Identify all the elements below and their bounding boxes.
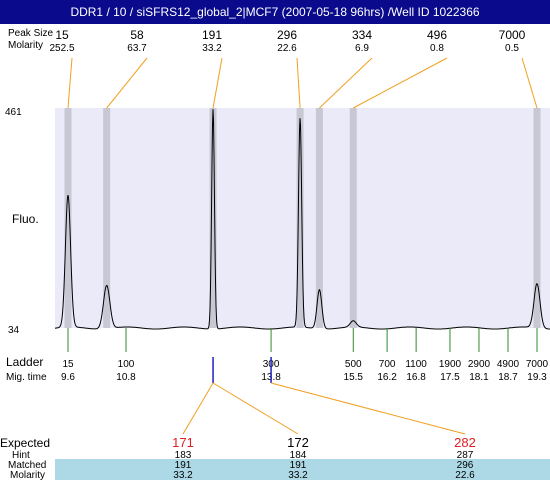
peak-molarity-334: 6.9 xyxy=(355,43,369,54)
matched-value-1: 191 xyxy=(290,460,307,471)
peak-size-334: 334 xyxy=(352,28,372,42)
ladder-time-10.8: 10.8 xyxy=(116,372,136,383)
fluorescence-trace xyxy=(54,109,550,330)
peak-molarity-58: 63.7 xyxy=(127,43,147,54)
peak-connector-296 xyxy=(296,57,301,109)
peak-molarity-15: 252.5 xyxy=(49,43,74,54)
expected-connector-0 xyxy=(182,382,214,435)
peak-size-15: 15 xyxy=(55,28,69,42)
ladder-time-17.5: 17.5 xyxy=(440,372,460,383)
peak-molarity-496: 0.8 xyxy=(430,43,444,54)
fluo-axis-label: Fluo. xyxy=(12,212,39,226)
matched-value-0: 191 xyxy=(175,460,192,471)
peak-band-58 xyxy=(103,108,111,328)
molarity-value-1: 33.2 xyxy=(288,470,308,480)
peak-band-496 xyxy=(349,108,357,328)
hint-label: Hint xyxy=(12,450,30,461)
expected-connector-1 xyxy=(212,382,299,435)
hint-value-2: 287 xyxy=(457,450,474,461)
expected-size-1: 172 xyxy=(287,435,309,450)
ladder-size-15: 15 xyxy=(62,359,74,370)
ladder-size-700: 700 xyxy=(379,359,396,370)
ladder-time-18.7: 18.7 xyxy=(498,372,518,383)
matched-value-2: 296 xyxy=(457,460,474,471)
peak-band-7000 xyxy=(533,108,541,328)
y-min-tick-label: 34 xyxy=(8,325,20,336)
peak-molarity-191: 33.2 xyxy=(202,43,222,54)
ladder-size-2900: 2900 xyxy=(468,359,491,370)
peak-connector-496 xyxy=(353,57,448,109)
matched-label: Matched xyxy=(8,460,46,471)
matched-band xyxy=(55,459,550,480)
ladder-size-1900: 1900 xyxy=(439,359,462,370)
expected-size-2: 282 xyxy=(454,435,476,450)
ladder-size-4900: 4900 xyxy=(497,359,520,370)
molarity-value-2: 22.6 xyxy=(455,470,475,480)
peak-connector-15 xyxy=(67,57,73,109)
peak-molarity-296: 22.6 xyxy=(277,43,297,54)
peak-size-7000: 7000 xyxy=(499,28,526,42)
ladder-size-100: 100 xyxy=(118,359,135,370)
ladder-time-15.5: 15.5 xyxy=(344,372,364,383)
peak-size-296: 296 xyxy=(277,28,297,42)
expected-connector-2 xyxy=(270,382,466,435)
y-max-tick-label: 461 xyxy=(5,107,22,118)
peak-size-58: 58 xyxy=(130,28,144,42)
hint-value-1: 184 xyxy=(290,450,307,461)
ladder-label: Ladder xyxy=(6,355,43,369)
hint-value-0: 183 xyxy=(175,450,192,461)
peak-molarity-7000: 0.5 xyxy=(505,43,519,54)
peak-size-496: 496 xyxy=(427,28,447,42)
peak-band-296 xyxy=(296,108,304,328)
ladder-time-18.1: 18.1 xyxy=(469,372,489,383)
ladder-size-7000: 7000 xyxy=(526,359,549,370)
peak-band-191 xyxy=(209,108,217,328)
peak-connector-334 xyxy=(319,57,373,109)
peak-band-334 xyxy=(315,108,323,328)
peak-connector-58 xyxy=(106,57,148,109)
molarity-bottom-label: Molarity xyxy=(10,470,45,480)
ladder-time-16.8: 16.8 xyxy=(406,372,426,383)
expected-size-0: 171 xyxy=(172,435,194,450)
peak-size-label: Peak Size xyxy=(8,28,53,39)
mig-time-label: Mig. time xyxy=(6,372,47,383)
peak-size-191: 191 xyxy=(202,28,222,42)
ladder-size-500: 500 xyxy=(345,359,362,370)
molarity-label: Molarity xyxy=(8,40,43,51)
ladder-size-1100: 1100 xyxy=(405,359,427,370)
expected-label: Expected xyxy=(0,436,50,450)
ladder-time-9.6: 9.6 xyxy=(61,372,75,383)
peak-connector-191 xyxy=(212,57,223,109)
peak-band-15 xyxy=(64,108,72,328)
peak-connector-7000 xyxy=(521,57,538,109)
window-title: DDR1 / 10 / siSFRS12_global_2|MCF7 (2007… xyxy=(0,0,550,24)
ladder-time-16.2: 16.2 xyxy=(377,372,397,383)
ladder-time-19.3: 19.3 xyxy=(527,372,547,383)
molarity-value-0: 33.2 xyxy=(173,470,193,480)
